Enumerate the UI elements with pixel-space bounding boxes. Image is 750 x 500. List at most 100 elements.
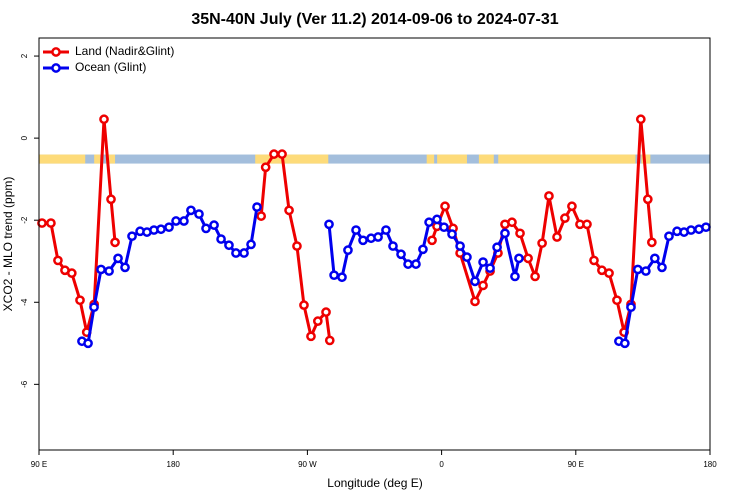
point [127,231,137,242]
point [324,335,335,346]
point [53,255,63,266]
series-line [41,117,654,341]
land-strip [437,154,467,164]
point [269,149,279,159]
point [470,276,480,287]
point [514,253,524,264]
point [343,245,353,256]
point [164,222,174,233]
point [396,249,406,260]
chart-title: 35N-40N July (Ver 11.2) 2014-09-06 to 20… [191,11,558,28]
point [358,235,368,246]
point [75,295,85,306]
y-tick-label: 0 [20,135,29,140]
point [626,302,636,313]
land-strip [478,154,494,164]
land-strip [426,154,435,164]
point [246,239,256,250]
point [292,241,302,251]
legend-marker [51,47,61,57]
point [455,241,465,251]
ocean-strip [39,154,710,164]
y-tick-label: -6 [20,380,29,388]
y-tick-label: -2 [20,216,29,224]
plot-frame [38,37,711,451]
point [99,114,109,125]
point [500,228,510,239]
point [649,253,660,264]
x-axis-label: Longitude (deg E) [327,476,422,490]
point [388,241,398,251]
point [701,222,711,233]
point [507,217,517,228]
point [324,219,334,230]
point [560,213,570,223]
x-tick-label: 90 W [298,460,317,469]
point [194,209,204,219]
point [411,259,421,269]
point [515,228,525,239]
point [510,271,520,282]
point [277,149,287,159]
land-strip [106,154,116,164]
point [312,316,323,326]
point [589,255,599,266]
x-tick-label: 0 [439,460,444,469]
point [537,238,547,249]
point [664,231,674,242]
land-strip [498,154,636,164]
point [439,222,449,233]
point [582,219,592,230]
point [329,270,339,281]
point [104,266,114,276]
point [470,296,480,307]
point [239,248,249,258]
point [260,162,271,173]
point [231,248,241,258]
point [306,331,316,342]
point [485,263,495,274]
y-axis-label: XCO2 - MLO trend (ppm) [1,177,15,312]
point [216,234,226,244]
point [478,257,488,267]
point [209,220,219,230]
point [432,214,442,225]
point [440,201,450,212]
land-strip [641,154,651,164]
point [373,232,383,242]
point [106,194,116,205]
point [37,218,47,228]
point [604,268,614,278]
point [403,259,413,269]
point [620,338,630,349]
point [657,262,667,273]
point [113,253,123,264]
legend-label: Ocean (Glint) [75,60,146,74]
point [686,225,696,235]
y-tick-label: 2 [20,53,29,58]
point [171,216,181,226]
point [462,252,472,262]
point [179,216,189,226]
point [252,202,262,212]
point [337,272,347,283]
land-strip [39,154,86,164]
point [641,266,651,276]
x-tick-label: 90 E [568,460,584,469]
point [523,253,533,264]
point [418,244,428,255]
point [299,300,309,310]
point [447,229,457,240]
point [351,225,361,235]
point [612,295,622,306]
point [110,237,120,248]
point [66,268,77,278]
point [552,232,562,242]
x-tick-label: 180 [703,460,717,469]
point [530,271,540,282]
point [424,217,434,228]
point [632,264,643,275]
point [201,223,211,234]
point [186,205,196,216]
